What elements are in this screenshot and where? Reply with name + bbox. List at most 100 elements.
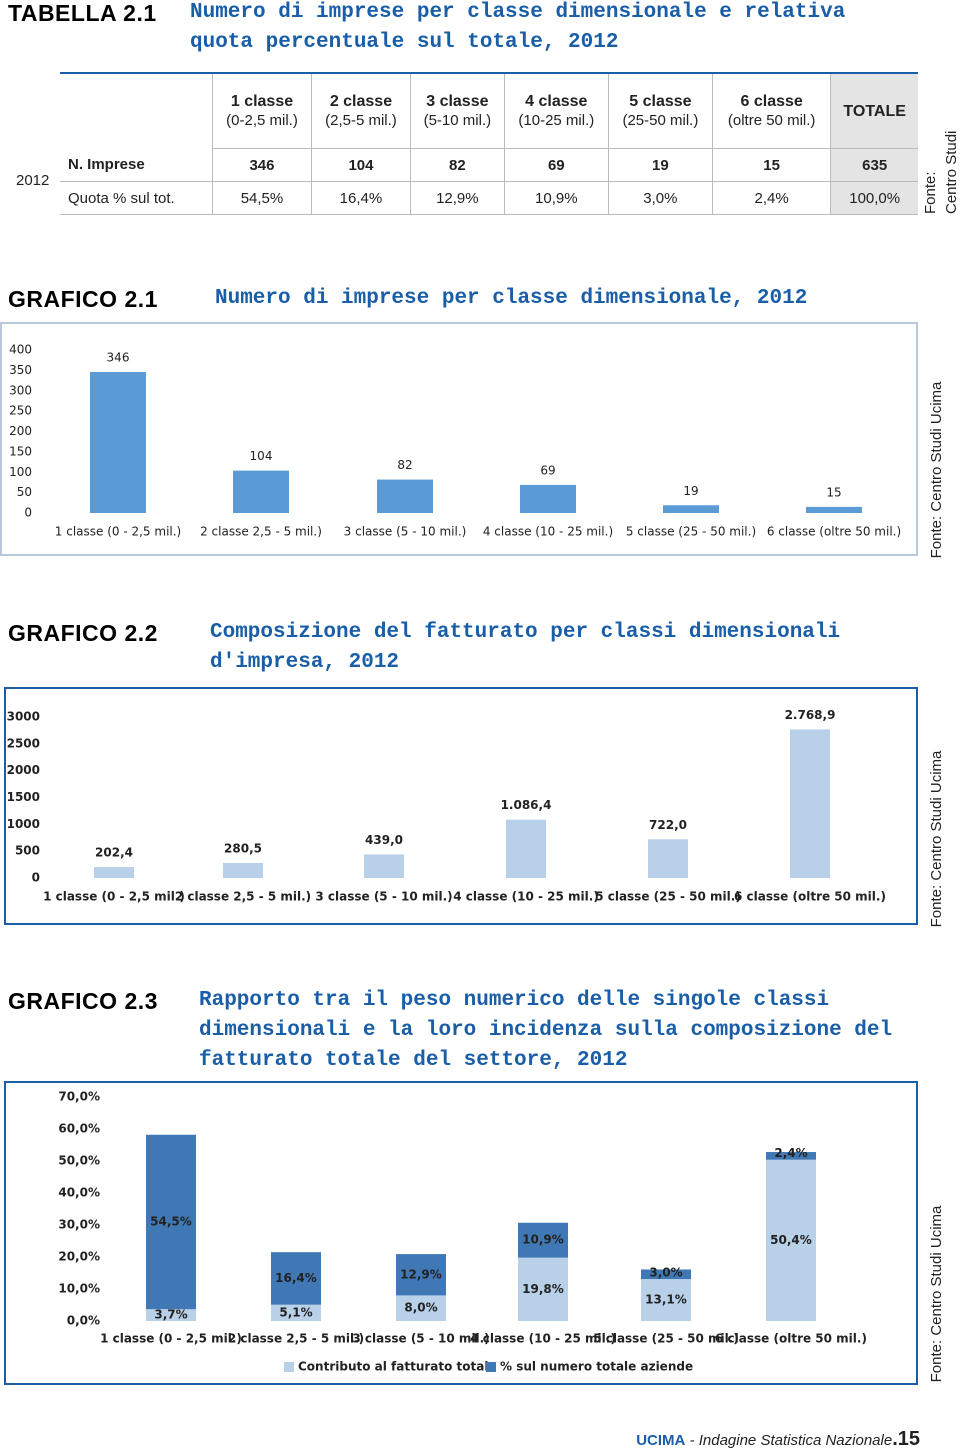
footer-text: - Indagine Statistica Nazionale <box>689 1432 893 1449</box>
bar <box>790 729 830 878</box>
x-tick-label: 1 classe (0 - 2,5 mil.) <box>43 890 185 904</box>
x-tick-label: 4 classe (10 - 25 mil.) <box>453 890 599 904</box>
data-label: 2.768,9 <box>785 708 836 722</box>
x-tick-label: 1 classe (0 - 2,5 mil.) <box>100 1332 242 1346</box>
chart-title: Rapporto tra il peso numerico delle sing… <box>199 989 893 1072</box>
cell: 2,4% <box>711 181 831 215</box>
header-cell: 2 classe (2,5-5 mil.) <box>310 73 411 149</box>
x-tick-label: 5 classe (25 - 50 mil.) <box>593 1332 739 1346</box>
data-label: 104 <box>250 449 273 463</box>
bar <box>806 506 862 513</box>
chart-label: GRAFICO 2.2 <box>8 620 158 646</box>
header-name: 5 classe <box>629 93 692 110</box>
chart-source: Fonte: Centro Studi Ucima <box>928 1205 945 1382</box>
header-cell: 6 classe (oltre 50 mil.) <box>711 73 831 149</box>
table-title: Numero di imprese per classe dimensional… <box>190 1 846 54</box>
data-label: 1.086,4 <box>501 798 552 812</box>
y-tick-label: 60,0% <box>58 1122 100 1136</box>
y-tick-label: 50 <box>17 485 32 499</box>
x-tick-label: 6 classe (oltre 50 mil.) <box>715 1332 867 1346</box>
chart-source: Fonte: Centro Studi Ucima <box>928 381 945 558</box>
page-number: .15 <box>892 1428 920 1450</box>
x-tick-label: 2 classe 2,5 - 5 mil.) <box>175 890 311 904</box>
y-tick-label: 100 <box>9 465 32 479</box>
y-tick-label: 250 <box>9 404 32 418</box>
bar <box>94 867 134 878</box>
cell: 69 <box>503 148 609 182</box>
cell: 10,9% <box>503 181 609 215</box>
table-source: Centro Studi Ucima <box>943 130 960 214</box>
y-tick-label: 400 <box>9 343 32 357</box>
y-tick-label: 3000 <box>7 710 40 724</box>
header-range: (5-10 mil.) <box>423 112 492 129</box>
chart-title: Composizione del fatturato per classi di… <box>210 621 841 674</box>
bar <box>364 854 404 878</box>
legend-swatch <box>284 1362 294 1372</box>
cell: 19 <box>607 148 713 182</box>
legend-label: Contributo al fatturato totale <box>298 1360 497 1374</box>
legend-swatch <box>486 1362 496 1372</box>
header-name: 4 classe <box>525 93 588 110</box>
header-row: 1 classe (0-2,5 mil.) 2 classe (2,5-5 mil.)… <box>60 73 918 149</box>
data-label: 3,7% <box>154 1308 187 1322</box>
x-tick-label: 1 classe (0 - 2,5 mil.) <box>55 525 181 539</box>
x-tick-label: 5 classe (25 - 50 mil.) <box>595 890 741 904</box>
data-label: 13,1% <box>645 1293 687 1307</box>
y-tick-label: 0,0% <box>67 1314 100 1328</box>
bar <box>223 862 263 878</box>
bar <box>648 839 688 878</box>
y-tick-label: 0 <box>24 506 32 520</box>
x-tick-label: 6 classe (oltre 50 mil.) <box>767 525 901 539</box>
y-tick-label: 20,0% <box>58 1250 100 1264</box>
y-tick-label: 2500 <box>7 736 40 750</box>
header-range: (2,5-5 mil.) <box>325 112 397 129</box>
data-label: 19,8% <box>522 1282 564 1296</box>
header-range: (10-25 mil.) <box>518 112 595 129</box>
cell: 16,4% <box>310 181 411 215</box>
data-label: 19 <box>683 484 698 498</box>
header-name: 6 classe <box>740 93 803 110</box>
data-label: 5,1% <box>279 1305 312 1319</box>
header-range: (oltre 50 mil.) <box>727 112 816 129</box>
bar-segment <box>396 1295 446 1321</box>
y-tick-label: 2000 <box>7 763 40 777</box>
table-source: Fonte: <box>922 171 939 214</box>
table-row: N. Imprese 346 104 82 69 19 15 635 <box>60 148 918 182</box>
chart-frame <box>0 322 918 556</box>
data-label: 82 <box>397 458 412 472</box>
data-table: 1 classe (0-2,5 mil.) 2 classe (2,5-5 mil.)… <box>60 72 918 215</box>
bar-segment <box>396 1254 446 1296</box>
bar <box>90 372 146 513</box>
header-range: (25-50 mil.) <box>622 112 699 129</box>
chart-frame <box>4 687 918 925</box>
y-tick-label: 350 <box>9 363 32 377</box>
chart-frame <box>4 1081 918 1385</box>
y-tick-label: 1000 <box>7 817 40 831</box>
x-tick-label: 6 classe (oltre 50 mil.) <box>734 890 886 904</box>
y-tick-label: 50,0% <box>58 1154 100 1168</box>
cell: 100,0% <box>830 181 918 215</box>
cell: 54,5% <box>212 181 312 215</box>
header-name: TOTALE <box>843 102 906 120</box>
footer: UCIMA - Indagine Statistica Nazionale.15 <box>636 1428 920 1451</box>
table-body: N. Imprese 346 104 82 69 19 15 635 Quota % sul t… <box>60 148 918 215</box>
header-name: 1 classe <box>230 93 294 110</box>
header-cell: 5 classe (25-50 mil.) <box>607 73 713 149</box>
bar-segment <box>518 1222 568 1258</box>
bar-segment <box>641 1279 691 1321</box>
data-label: 15 <box>826 485 841 499</box>
y-tick-label: 40,0% <box>58 1186 100 1200</box>
x-tick-label: 3 classe (5 - 10 mil.) <box>352 1332 489 1346</box>
data-label: 2,4% <box>774 1146 807 1160</box>
row-label: N. Imprese <box>60 148 213 182</box>
bar <box>520 484 576 513</box>
data-label: 8,0% <box>404 1301 437 1315</box>
bar <box>663 505 719 513</box>
bar-segment <box>146 1134 196 1310</box>
header-cell: 3 classe (5-10 mil.) <box>409 73 505 149</box>
y-tick-label: 70,0% <box>58 1090 100 1104</box>
data-label: 3,0% <box>649 1266 682 1280</box>
bar-segment <box>518 1257 568 1321</box>
data-label: 69 <box>540 463 555 477</box>
y-tick-label: 30,0% <box>58 1218 100 1232</box>
